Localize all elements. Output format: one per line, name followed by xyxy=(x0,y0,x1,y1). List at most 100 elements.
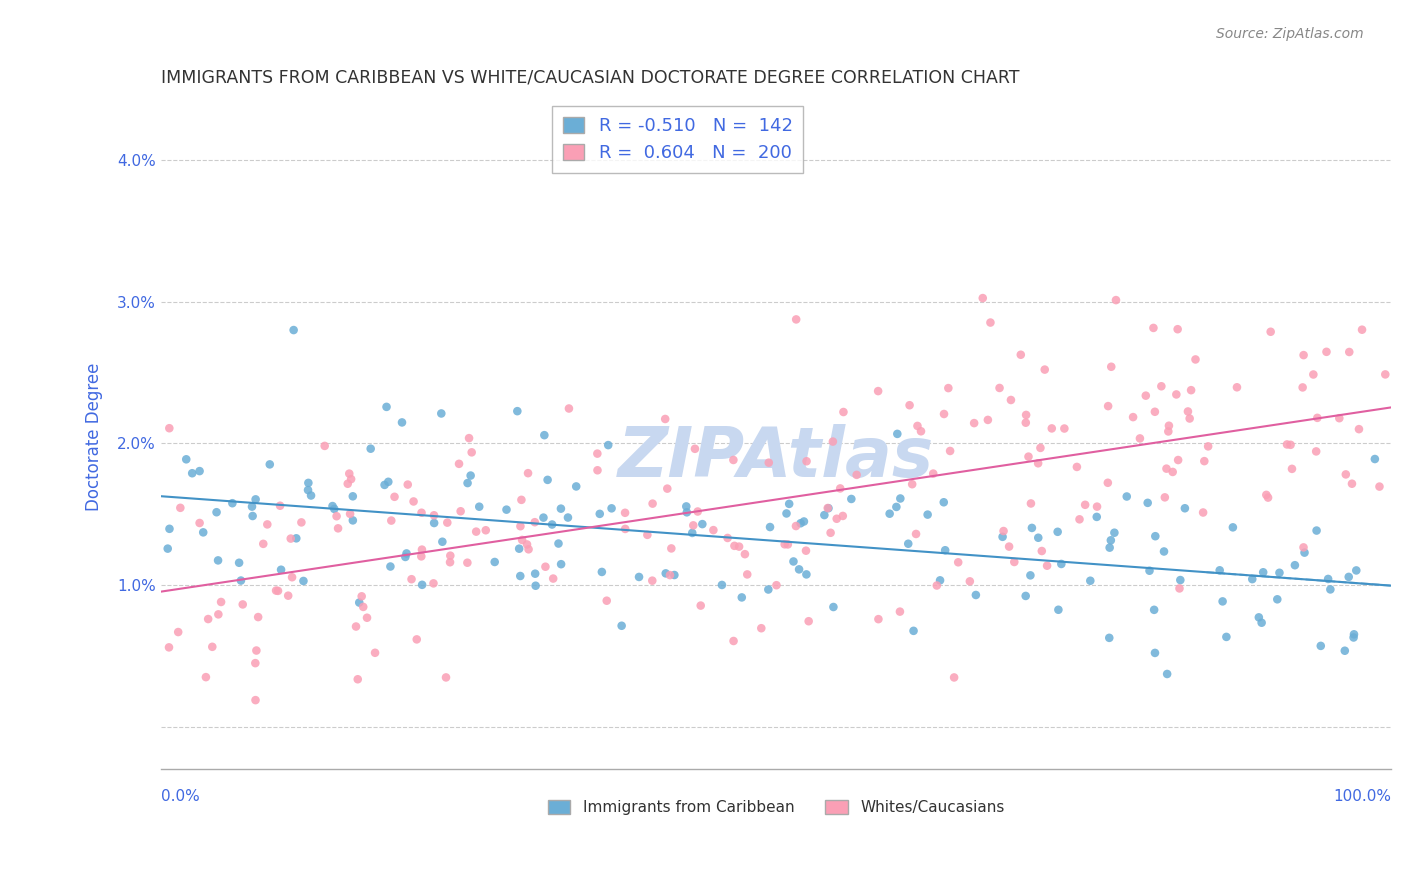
Point xyxy=(534,559,557,574)
Point xyxy=(959,574,981,589)
Point xyxy=(1047,603,1070,617)
Point xyxy=(1251,566,1274,580)
Point xyxy=(509,519,531,533)
Point xyxy=(1194,454,1216,468)
Point xyxy=(193,525,215,540)
Point xyxy=(998,540,1021,554)
Point xyxy=(432,534,454,549)
Point xyxy=(821,434,844,449)
Point xyxy=(1333,644,1355,658)
Point xyxy=(188,516,211,530)
Point xyxy=(1275,437,1298,451)
Point xyxy=(889,491,911,506)
Point xyxy=(297,475,319,490)
Point xyxy=(1197,439,1219,453)
Point xyxy=(1302,368,1324,382)
Point xyxy=(1144,529,1167,543)
Point xyxy=(1085,509,1108,524)
Point xyxy=(229,574,252,588)
Point xyxy=(1166,387,1188,401)
Point xyxy=(1268,566,1291,580)
Point xyxy=(785,519,807,533)
Point xyxy=(664,568,686,582)
Point xyxy=(205,505,228,519)
Point xyxy=(156,541,179,556)
Point xyxy=(1348,422,1371,436)
Point xyxy=(221,496,243,510)
Point xyxy=(565,479,588,493)
Point xyxy=(456,556,478,570)
Point xyxy=(1343,631,1365,645)
Point xyxy=(917,508,939,522)
Point xyxy=(1074,498,1097,512)
Point xyxy=(659,541,682,556)
Point xyxy=(264,583,287,598)
Point xyxy=(910,424,932,438)
Point xyxy=(1153,491,1175,505)
Point xyxy=(832,405,855,419)
Point xyxy=(641,497,664,511)
Point xyxy=(174,452,197,467)
Point xyxy=(1351,323,1374,337)
Point xyxy=(232,598,254,612)
Point xyxy=(194,670,217,684)
Point xyxy=(589,507,612,521)
Point xyxy=(868,612,890,626)
Point xyxy=(157,640,180,655)
Point xyxy=(1334,467,1357,482)
Point xyxy=(796,567,818,582)
Point xyxy=(411,506,433,520)
Point xyxy=(1339,345,1361,359)
Point xyxy=(1168,573,1191,587)
Point xyxy=(1069,512,1091,526)
Point xyxy=(886,426,908,441)
Point xyxy=(259,458,281,472)
Point xyxy=(460,468,482,483)
Point xyxy=(979,316,1001,330)
Point xyxy=(1184,352,1206,367)
Point xyxy=(1368,480,1391,494)
Point xyxy=(1222,520,1244,534)
Point xyxy=(1150,379,1173,393)
Point xyxy=(375,400,398,414)
Point xyxy=(1015,589,1038,603)
Point xyxy=(245,693,267,707)
Point xyxy=(167,625,190,640)
Point xyxy=(1019,568,1042,582)
Point xyxy=(411,578,433,592)
Point xyxy=(735,567,758,582)
Point xyxy=(1215,630,1237,644)
Point xyxy=(723,539,745,553)
Point xyxy=(159,522,181,536)
Point xyxy=(1098,541,1121,555)
Point xyxy=(1104,525,1126,540)
Point xyxy=(1097,475,1119,490)
Point xyxy=(1021,521,1043,535)
Point xyxy=(734,547,756,561)
Point xyxy=(517,466,540,480)
Point xyxy=(948,555,970,569)
Point xyxy=(796,454,818,468)
Point xyxy=(1167,453,1189,467)
Point xyxy=(506,404,529,418)
Point xyxy=(458,431,481,445)
Point xyxy=(374,478,396,492)
Point xyxy=(1129,431,1152,445)
Point xyxy=(1002,555,1025,569)
Point xyxy=(1000,392,1022,407)
Point xyxy=(314,439,336,453)
Point xyxy=(886,500,908,514)
Point xyxy=(676,505,699,519)
Point xyxy=(692,517,714,532)
Point xyxy=(510,492,533,507)
Point xyxy=(586,447,609,461)
Point xyxy=(394,549,416,564)
Point xyxy=(558,401,581,416)
Point xyxy=(1143,646,1166,660)
Point xyxy=(756,582,779,597)
Point xyxy=(1097,399,1119,413)
Point xyxy=(782,554,804,568)
Point xyxy=(1046,524,1069,539)
Point xyxy=(547,536,569,550)
Point xyxy=(510,533,533,547)
